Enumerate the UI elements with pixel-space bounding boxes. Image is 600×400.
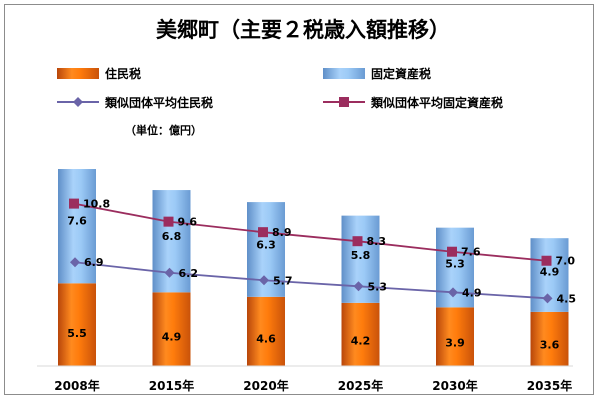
chart-svg: 美郷町（主要２税歳入額推移） 住民税 固定資産税 類似団体平均住民税 類似団体平…: [37, 18, 576, 393]
bar-juminzei-value-label: 5.5: [67, 327, 87, 340]
legend-label-ruiji-kotei: 類似団体平均固定資産税: [370, 95, 503, 110]
legend-label-ruiji-juminzei: 類似団体平均住民税: [104, 95, 213, 110]
legend-swatch-juminzei: [57, 68, 99, 79]
line-ruiji-kotei-value-label: 8.9: [272, 226, 292, 239]
legend-marker-ruiji-kotei: [339, 97, 349, 107]
bar-juminzei: [152, 292, 191, 366]
plot-bars: [58, 169, 569, 366]
line-ruiji-juminzei-value-label: 4.5: [557, 292, 577, 305]
x-tick-label: 2035年: [527, 378, 572, 393]
plot-labels: 5.5 7.6 4.9 6.8 4.6 6.3 4.2 5.8 3.9 5.3 3.6 4.9 6.9 6…: [67, 198, 576, 352]
line-ruiji-juminzei-value-label: 6.2: [179, 267, 199, 280]
line-ruiji-kotei-marker: [258, 227, 268, 238]
bar-juminzei-value-label: 4.6: [256, 332, 276, 345]
bar-juminzei-value-label: 4.9: [162, 331, 182, 344]
bar-juminzei: [341, 302, 380, 366]
line-ruiji-kotei-marker: [352, 236, 363, 247]
line-ruiji-kotei-value-label: 9.6: [178, 216, 198, 229]
bar-juminzei-value-label: 3.6: [540, 338, 560, 351]
bar-juminzei: [247, 296, 285, 366]
legend-marker-ruiji-juminzei: [73, 97, 83, 107]
line-ruiji-juminzei-marker: [542, 293, 553, 304]
x-axis-ticks: 2008年 2015年 2020年 2025年 2030年 2035年: [54, 378, 572, 393]
line-ruiji-kotei-value-label: 10.8: [83, 198, 110, 211]
plot-lines: [69, 198, 553, 304]
line-ruiji-kotei-marker: [447, 246, 457, 257]
line-ruiji-kotei-value-label: 7.6: [461, 246, 481, 259]
chart-title: 美郷町（主要２税歳入額推移）: [156, 18, 450, 42]
bar-juminzei: [530, 311, 569, 366]
line-ruiji-kotei-value-label: 8.3: [367, 235, 387, 248]
x-tick-label: 2008年: [54, 378, 99, 393]
legend-label-kotei: 固定資産税: [371, 66, 431, 81]
x-tick-label: 2025年: [338, 378, 383, 393]
bar-kotei-value-label: 6.3: [256, 239, 276, 252]
bar-kotei-value-label: 7.6: [67, 214, 87, 227]
line-ruiji-kotei-marker: [163, 216, 174, 227]
bar-kotei-value-label: 5.3: [445, 258, 465, 271]
line-ruiji-juminzei-value-label: 6.9: [84, 256, 104, 269]
legend: 住民税 固定資産税 類似団体平均住民税 類似団体平均固定資産税: [57, 66, 503, 110]
bar-juminzei: [436, 307, 474, 366]
line-ruiji-juminzei-marker: [259, 275, 269, 286]
line-ruiji-kotei-marker: [541, 255, 552, 266]
line-ruiji-kotei-marker: [69, 198, 79, 209]
line-ruiji-juminzei-marker: [353, 281, 364, 292]
line-ruiji-juminzei-value-label: 4.9: [462, 286, 482, 299]
legend-label-juminzei: 住民税: [105, 66, 141, 81]
line-ruiji-kotei: [73, 202, 547, 262]
line-ruiji-juminzei-marker: [448, 287, 458, 298]
bar-kotei-value-label: 6.8: [162, 230, 182, 243]
legend-swatch-kotei: [323, 68, 365, 79]
unit-label: （単位：億円）: [125, 123, 202, 137]
chart-frame: 美郷町（主要２税歳入額推移） 住民税 固定資産税 類似団体平均住民税 類似団体平…: [4, 4, 594, 395]
line-ruiji-juminzei-value-label: 5.7: [273, 274, 293, 287]
x-tick-label: 2015年: [149, 378, 194, 393]
bar-juminzei: [58, 283, 96, 366]
bar-juminzei-value-label: 3.9: [445, 337, 465, 350]
bar-kotei-value-label: 4.9: [540, 265, 560, 278]
bar-juminzei-value-label: 4.2: [351, 335, 371, 348]
line-ruiji-kotei-value-label: 7.0: [556, 255, 576, 268]
line-ruiji-juminzei-value-label: 5.3: [368, 280, 388, 293]
bar-kotei-value-label: 5.8: [351, 249, 371, 262]
line-ruiji-juminzei-marker: [70, 257, 80, 268]
x-tick-label: 2030年: [432, 378, 477, 393]
x-tick-label: 2020年: [243, 378, 288, 393]
line-ruiji-juminzei: [74, 261, 548, 300]
line-ruiji-juminzei-marker: [164, 267, 175, 278]
